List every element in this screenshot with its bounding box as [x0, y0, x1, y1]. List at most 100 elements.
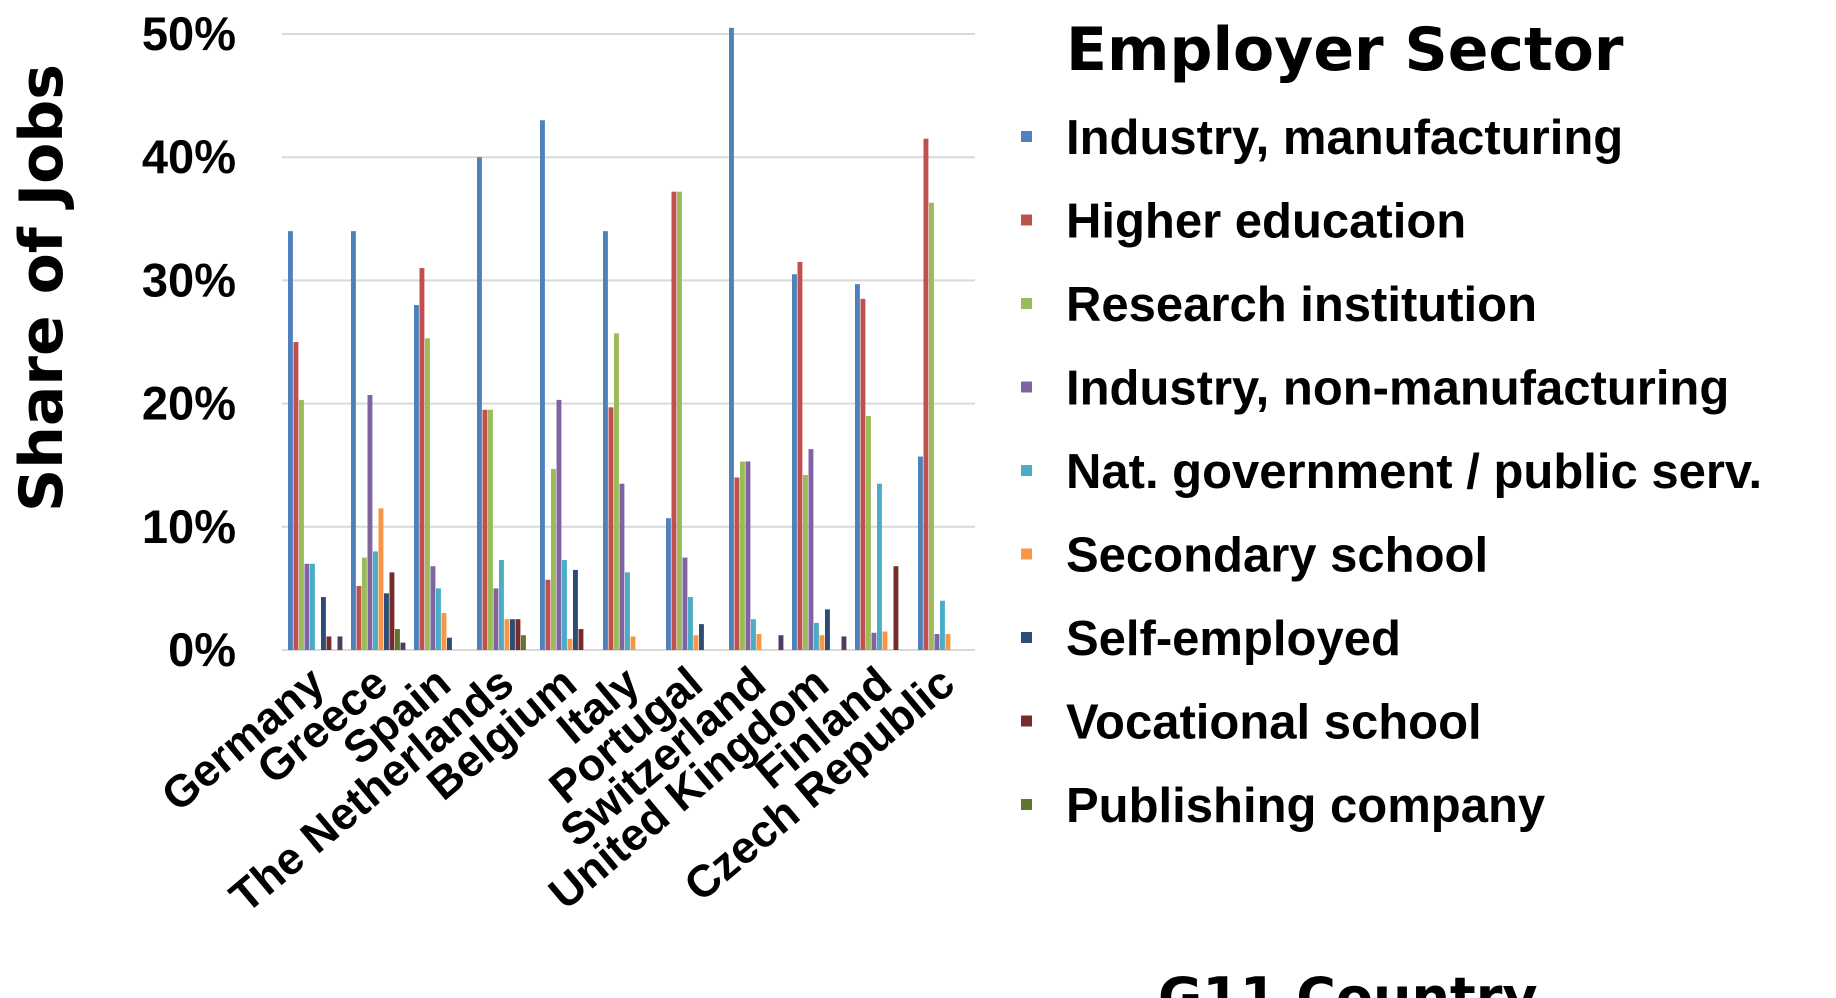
- bar: [671, 191, 677, 650]
- bar: [515, 619, 521, 650]
- bar: [871, 632, 877, 650]
- bar: [510, 619, 515, 650]
- bar: [436, 588, 441, 650]
- bar: [923, 138, 929, 650]
- bar: [367, 394, 373, 650]
- bar: [551, 468, 556, 650]
- bar: [540, 120, 545, 651]
- legend-swatch: [1021, 131, 1032, 142]
- legend-label: Nat. government / public serv.: [1066, 445, 1762, 499]
- bar: [304, 563, 310, 650]
- bar: [567, 638, 573, 650]
- bar: [488, 409, 493, 650]
- bar: [493, 588, 499, 650]
- bar: [556, 399, 562, 650]
- bar: [778, 635, 784, 650]
- bar: [882, 631, 888, 650]
- y-tick-label: 0%: [168, 623, 236, 676]
- legend-swatch: [1021, 632, 1032, 643]
- bar: [693, 635, 699, 650]
- legend-label: Self-employed: [1066, 612, 1401, 666]
- legend-label: Higher education: [1066, 195, 1466, 249]
- legend-swatch: [1021, 381, 1032, 393]
- bar: [945, 633, 951, 650]
- bar: [940, 600, 945, 650]
- bar: [378, 508, 384, 650]
- bar: [608, 407, 614, 650]
- bar: [918, 456, 923, 650]
- y-tick-label: 20%: [142, 377, 236, 430]
- bar: [808, 449, 814, 650]
- bar: [751, 619, 756, 650]
- bar: [756, 633, 762, 650]
- bar: [414, 305, 419, 650]
- bar: [384, 593, 389, 650]
- legend-label: Vocational school: [1066, 696, 1482, 750]
- bar: [740, 461, 745, 650]
- y-tick-label: 30%: [142, 253, 236, 306]
- bar: [288, 231, 293, 650]
- legend-label: Research institution: [1066, 278, 1537, 332]
- bar: [666, 518, 671, 650]
- legend: Industry, manufacturing Higher education R…: [1021, 111, 1762, 833]
- bar: [792, 274, 797, 650]
- bar: [677, 191, 682, 650]
- legend-swatch: [1021, 548, 1032, 560]
- bar: [729, 27, 734, 650]
- bar: [841, 636, 847, 650]
- bar: [447, 637, 452, 650]
- bar: [929, 202, 934, 650]
- bar: [814, 622, 819, 650]
- bar: [351, 231, 356, 650]
- bar: [562, 560, 567, 650]
- legend-label: Publishing company: [1066, 779, 1545, 833]
- bar: [682, 557, 688, 650]
- bar: [477, 157, 482, 650]
- y-tick-label: 10%: [142, 500, 236, 553]
- bar: [855, 284, 860, 650]
- bar: [573, 569, 578, 650]
- bar: [803, 475, 808, 650]
- bar: [299, 399, 304, 650]
- y-tick-label: 50%: [142, 7, 236, 60]
- bar: [400, 642, 406, 650]
- bar: [373, 551, 378, 650]
- bar: [734, 477, 740, 650]
- bar: [293, 342, 299, 650]
- bar: [860, 298, 866, 650]
- bar: [425, 338, 430, 650]
- bar: [326, 636, 332, 650]
- bar: [819, 635, 825, 650]
- bar: [389, 572, 395, 650]
- bar: [625, 572, 630, 650]
- legend-swatch: [1021, 799, 1032, 810]
- bar: [699, 624, 704, 650]
- bar: [310, 563, 315, 650]
- legend-swatch: [1021, 298, 1032, 309]
- y-axis-label: Share of Jobs: [7, 64, 77, 512]
- bar: [825, 609, 830, 650]
- bar: [877, 483, 882, 650]
- bar: [419, 268, 425, 650]
- bars: [288, 27, 951, 651]
- bar: [482, 409, 488, 650]
- bar: [356, 585, 362, 650]
- bar: [321, 597, 326, 650]
- legend-swatch: [1021, 715, 1032, 727]
- bar: [337, 636, 343, 650]
- bar: [745, 461, 751, 650]
- bar: [866, 415, 871, 650]
- y-tick-labels: 0% 10% 20% 30% 40% 50%: [142, 7, 236, 676]
- bar: [395, 629, 400, 650]
- bar: [893, 566, 899, 650]
- bar: [934, 633, 940, 650]
- bar: [630, 636, 636, 650]
- bar: [521, 635, 526, 650]
- bar: [545, 579, 551, 650]
- bar: [430, 566, 436, 650]
- legend-label: Industry, manufacturing: [1066, 111, 1623, 165]
- bar: [619, 483, 625, 650]
- bar: [688, 597, 693, 650]
